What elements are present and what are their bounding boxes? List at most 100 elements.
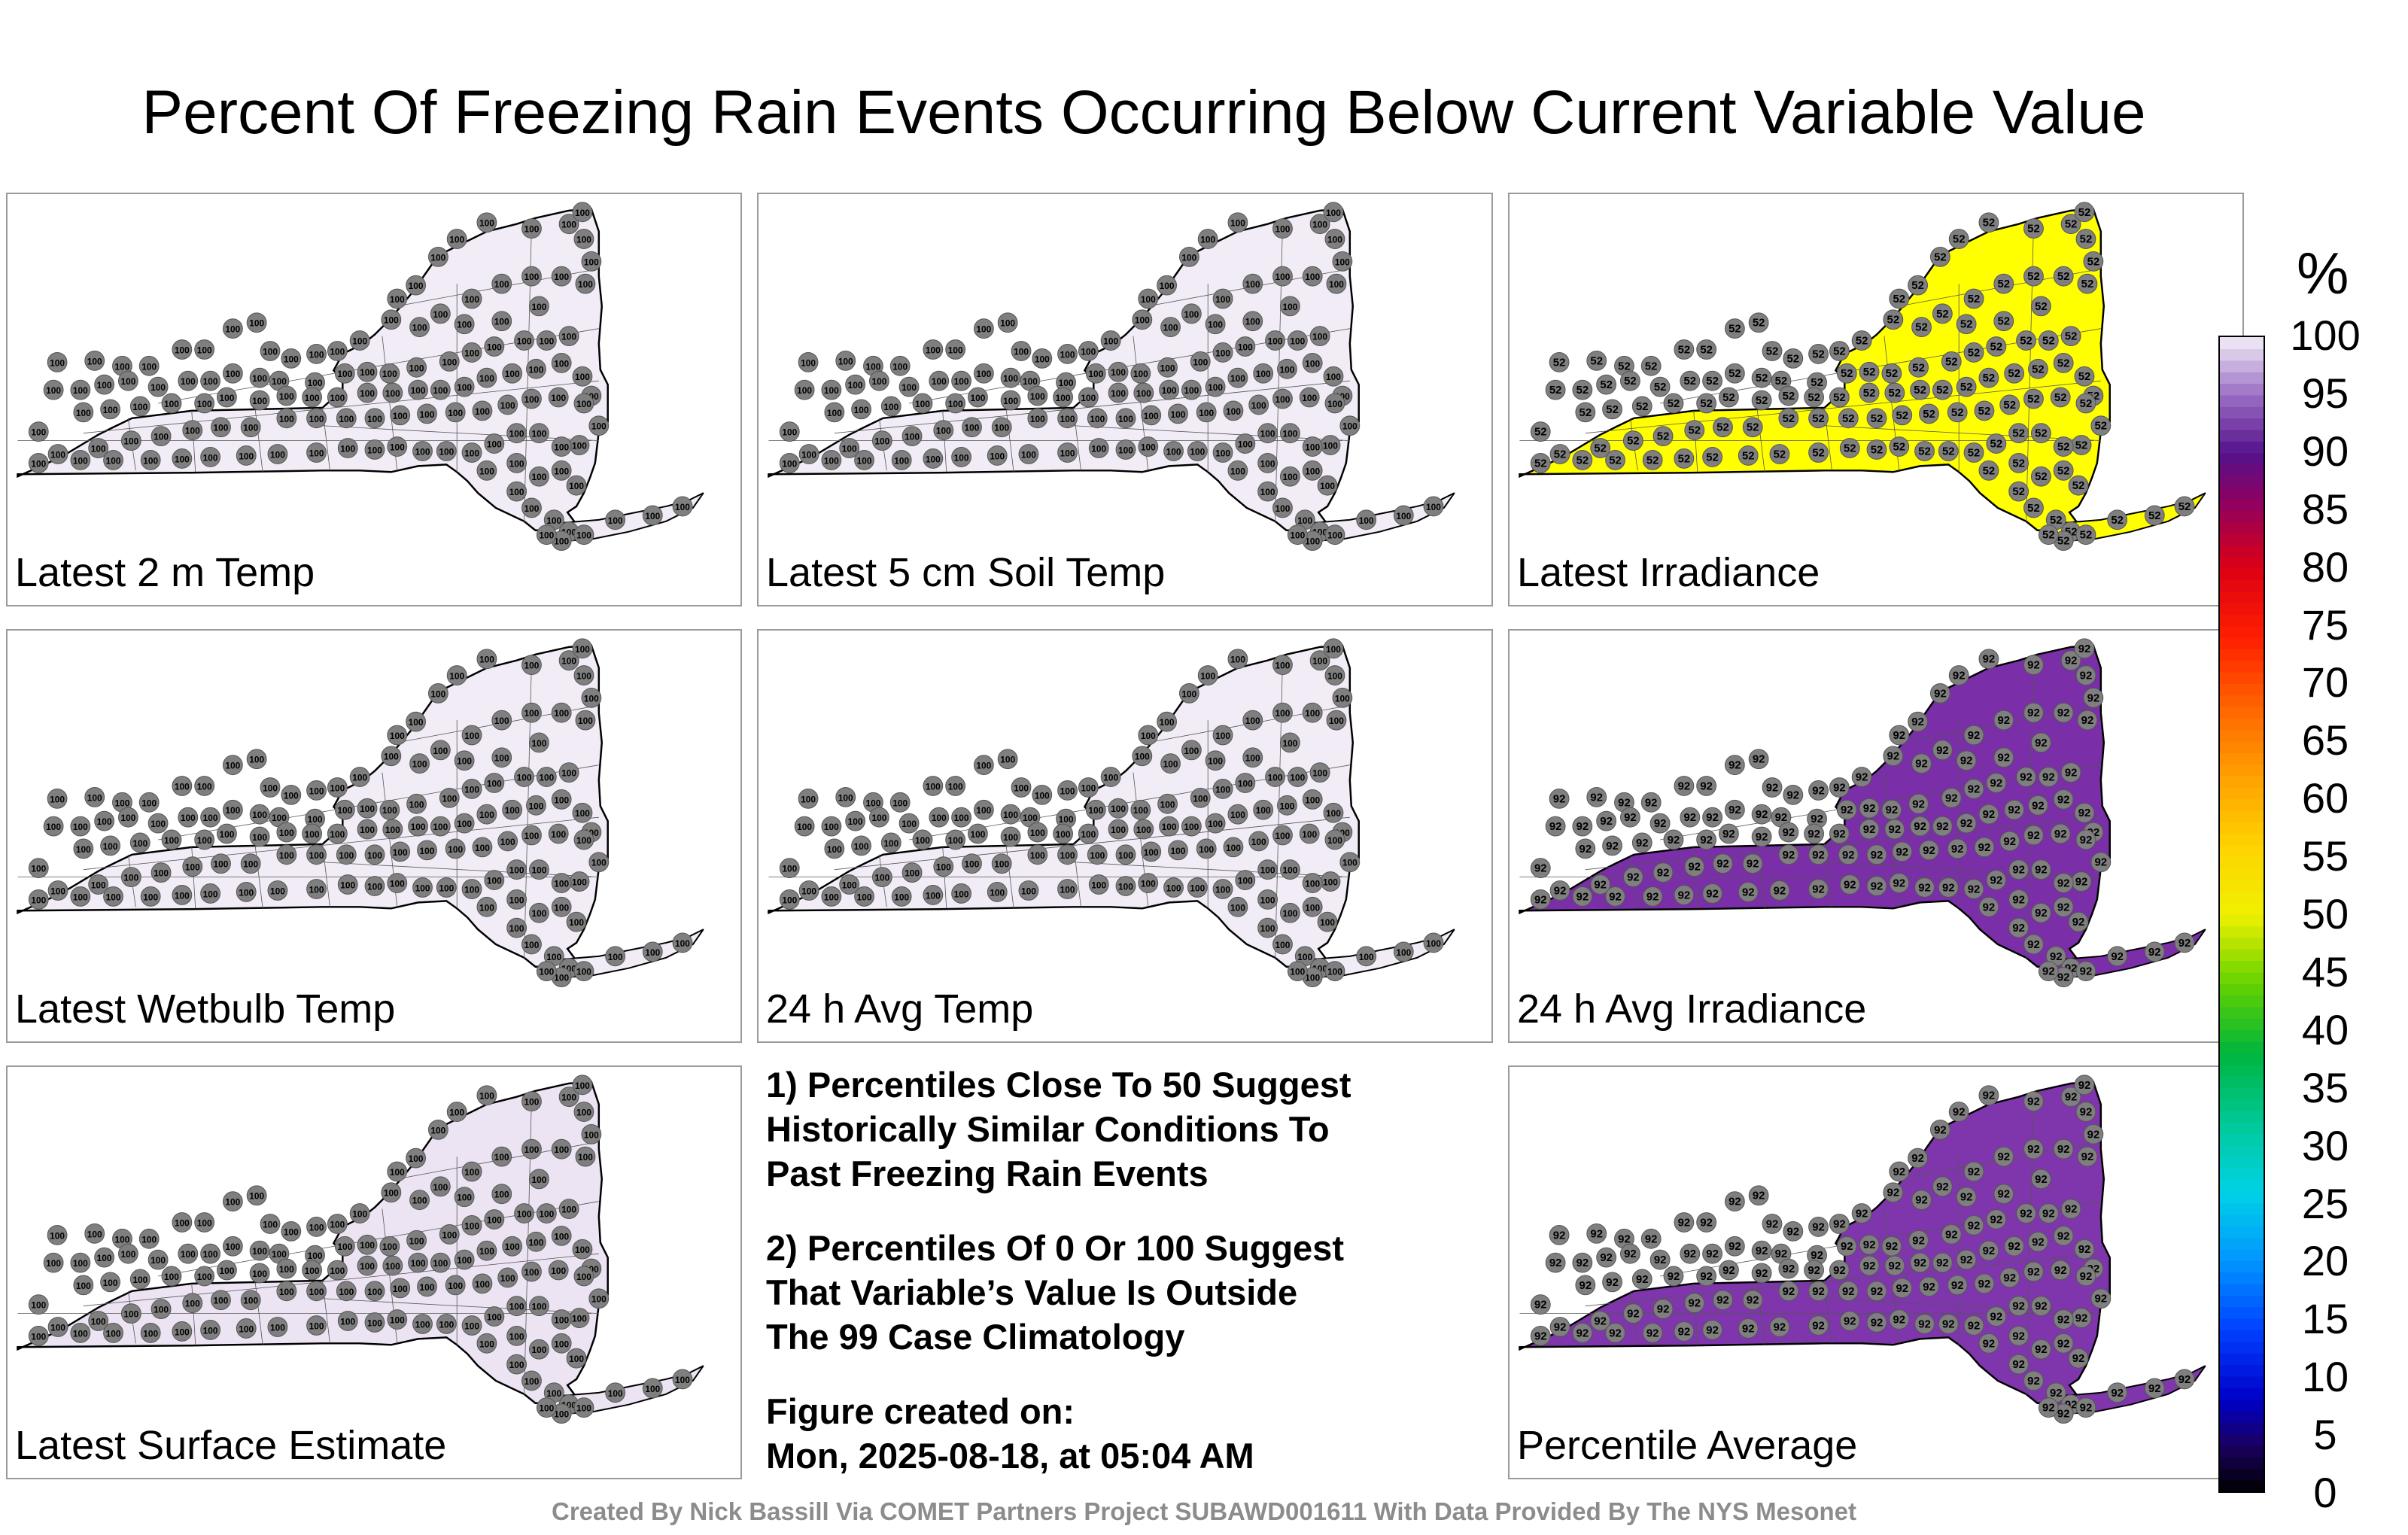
station-marker: 100 [306, 1281, 327, 1302]
station-marker: 52 [2008, 481, 2029, 502]
station-marker: 100 [381, 1182, 402, 1203]
colorbar-band [2220, 1306, 2264, 1319]
svg-text:100: 100 [384, 1188, 399, 1199]
station-marker: 92 [1808, 844, 1829, 865]
svg-text:92: 92 [2111, 951, 2124, 963]
station-marker: 92 [2023, 1091, 2044, 1112]
station-marker: 100 [1227, 804, 1248, 825]
station-marker: 100 [484, 433, 505, 454]
svg-text:92: 92 [1787, 789, 1800, 801]
station-marker: 100 [997, 312, 1018, 333]
station-marker: 92 [2107, 946, 2128, 967]
station-marker: 100 [491, 1184, 512, 1205]
svg-text:100: 100 [554, 466, 569, 476]
svg-text:100: 100 [1268, 773, 1283, 783]
station-marker: 100 [129, 832, 150, 853]
colorbar-band [2220, 1399, 2264, 1412]
station-marker: 52 [2053, 266, 2074, 287]
svg-text:100: 100 [1060, 884, 1075, 895]
station-marker: 52 [1640, 355, 1662, 376]
svg-text:92: 92 [2012, 894, 2025, 906]
station-marker: 100 [84, 350, 105, 371]
svg-text:100: 100 [801, 794, 816, 804]
svg-text:100: 100 [827, 844, 842, 855]
station-marker: 92 [1836, 1236, 1857, 1257]
station-marker: 52 [1605, 450, 1625, 470]
colorbar-tick-label: 100 [2290, 312, 2361, 359]
svg-text:92: 92 [1728, 804, 1741, 816]
station-marker: 100 [605, 509, 626, 530]
station-marker: 100 [172, 776, 193, 796]
svg-text:100: 100 [1238, 439, 1253, 450]
svg-text:100: 100 [954, 889, 969, 899]
svg-text:92: 92 [1886, 804, 1899, 816]
colorbar-band [2220, 348, 2264, 361]
station-marker: 92 [1545, 1252, 1566, 1273]
svg-text:52: 52 [1657, 431, 1670, 443]
svg-text:100: 100 [524, 1267, 540, 1278]
svg-text:100: 100 [46, 822, 61, 832]
svg-text:100: 100 [1059, 814, 1074, 825]
station-marker: 100 [446, 229, 467, 249]
station-marker: 92 [1652, 1299, 1674, 1320]
svg-text:100: 100 [1238, 876, 1253, 886]
svg-text:92: 92 [1945, 1229, 1958, 1241]
station-marker: 92 [1742, 853, 1763, 874]
svg-text:52: 52 [2078, 371, 2091, 383]
svg-text:100: 100 [572, 1314, 587, 1324]
svg-text:92: 92 [1841, 1241, 1853, 1253]
svg-text:100: 100 [384, 315, 399, 326]
svg-text:92: 92 [1844, 879, 1856, 891]
station-marker: 100 [70, 816, 91, 837]
colorbar-band [2220, 1099, 2264, 1111]
station-marker: 100 [1272, 218, 1293, 239]
station-marker: 100 [100, 399, 120, 420]
svg-text:52: 52 [2042, 336, 2055, 348]
station-marker: 100 [454, 750, 475, 771]
station-marker: 100 [605, 1382, 626, 1403]
station-marker: 100 [1020, 807, 1041, 828]
svg-text:52: 52 [1886, 368, 1899, 380]
svg-text:100: 100 [279, 1287, 294, 1297]
svg-text:100: 100 [854, 405, 869, 415]
svg-text:52: 52 [1646, 454, 1659, 467]
svg-text:100: 100 [1144, 411, 1159, 421]
station-marker: 100 [409, 753, 430, 774]
station-marker: 100 [334, 363, 355, 384]
station-marker: 100 [1088, 438, 1109, 458]
station-marker: 100 [222, 318, 243, 339]
station-marker: 52 [1771, 370, 1792, 391]
svg-text:92: 92 [1951, 1280, 1964, 1292]
svg-text:52: 52 [1579, 407, 1592, 419]
svg-text:92: 92 [2087, 1129, 2100, 1141]
svg-text:100: 100 [1208, 320, 1223, 330]
station-marker: 100 [178, 807, 199, 828]
station-marker: 100 [217, 1260, 237, 1281]
svg-text:92: 92 [1606, 840, 1619, 853]
svg-text:100: 100 [1160, 799, 1175, 810]
svg-text:92: 92 [1968, 730, 1981, 742]
station-marker: 100 [182, 1293, 203, 1314]
svg-text:100: 100 [524, 1144, 540, 1155]
station-marker: 92 [1631, 1269, 1652, 1290]
svg-text:100: 100 [1282, 738, 1297, 749]
station-marker: 100 [461, 879, 482, 899]
station-marker: 52 [2053, 352, 2074, 373]
svg-text:100: 100 [1184, 385, 1199, 396]
station-marker: 100 [991, 853, 1012, 874]
svg-text:52: 52 [2087, 256, 2100, 268]
svg-text:100: 100 [479, 810, 494, 820]
station-marker: 100 [1178, 246, 1199, 267]
station-marker: 100 [430, 740, 451, 761]
svg-text:100: 100 [531, 908, 546, 919]
station-marker: 100 [521, 388, 542, 409]
station-marker: 100 [1242, 747, 1263, 768]
colorbar-band [2220, 614, 2264, 627]
station-marker: 100 [306, 879, 327, 899]
svg-text:92: 92 [1716, 1295, 1729, 1307]
svg-text:100: 100 [539, 773, 554, 783]
station-marker: 100 [1302, 873, 1323, 893]
station-marker: 100 [1190, 787, 1211, 808]
station-marker: 100 [573, 229, 594, 249]
